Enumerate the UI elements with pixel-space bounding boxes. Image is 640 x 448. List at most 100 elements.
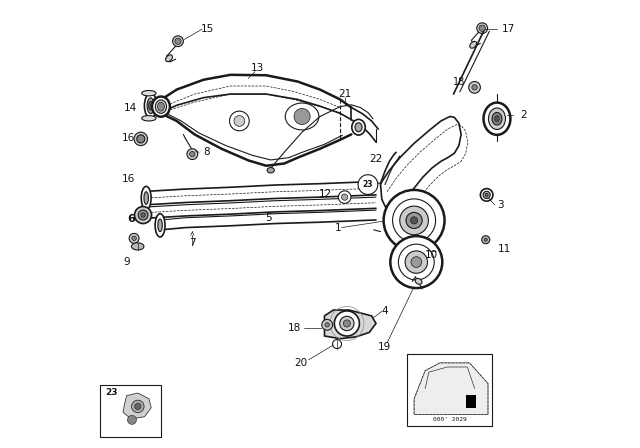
Bar	[407, 354, 493, 426]
Ellipse shape	[470, 41, 477, 48]
Ellipse shape	[267, 168, 275, 173]
Ellipse shape	[158, 219, 163, 232]
Text: 23: 23	[363, 180, 373, 189]
Circle shape	[325, 323, 330, 327]
Ellipse shape	[145, 93, 157, 118]
Ellipse shape	[131, 243, 144, 250]
Circle shape	[411, 257, 422, 267]
Ellipse shape	[132, 236, 136, 241]
Circle shape	[187, 149, 198, 159]
Ellipse shape	[483, 191, 490, 198]
Text: 14: 14	[124, 103, 137, 112]
Ellipse shape	[156, 100, 166, 113]
Circle shape	[343, 320, 351, 327]
Polygon shape	[324, 310, 376, 339]
Circle shape	[410, 217, 418, 224]
Text: 000' 2029: 000' 2029	[433, 417, 467, 422]
Circle shape	[358, 175, 378, 194]
Ellipse shape	[166, 55, 172, 62]
Ellipse shape	[481, 189, 493, 201]
Ellipse shape	[484, 103, 511, 135]
Circle shape	[398, 244, 435, 280]
Ellipse shape	[141, 186, 151, 210]
Text: 9: 9	[123, 257, 130, 267]
Ellipse shape	[134, 207, 152, 224]
Circle shape	[134, 403, 141, 409]
Bar	[100, 385, 161, 437]
Circle shape	[479, 25, 485, 31]
Text: 20: 20	[294, 358, 308, 368]
Ellipse shape	[144, 192, 148, 204]
Circle shape	[390, 236, 442, 288]
Text: 21: 21	[338, 89, 351, 99]
Circle shape	[294, 108, 310, 125]
Circle shape	[477, 23, 488, 34]
Circle shape	[340, 316, 354, 331]
Text: 18: 18	[453, 78, 466, 87]
Ellipse shape	[355, 123, 362, 132]
Text: 17: 17	[502, 24, 515, 34]
Circle shape	[234, 116, 244, 126]
Circle shape	[189, 151, 195, 157]
Circle shape	[383, 190, 445, 251]
Text: 15: 15	[200, 24, 214, 34]
Ellipse shape	[148, 101, 153, 110]
Polygon shape	[414, 363, 488, 414]
Circle shape	[392, 199, 436, 242]
Ellipse shape	[492, 112, 502, 125]
Circle shape	[334, 311, 360, 336]
Ellipse shape	[141, 90, 156, 96]
Circle shape	[400, 206, 428, 235]
Text: 13: 13	[251, 63, 264, 73]
Ellipse shape	[352, 120, 365, 135]
Ellipse shape	[415, 278, 422, 284]
Text: 7: 7	[189, 238, 196, 248]
Ellipse shape	[482, 236, 490, 244]
Text: 23: 23	[105, 388, 118, 397]
Circle shape	[339, 191, 351, 203]
Ellipse shape	[484, 238, 487, 241]
Text: 11: 11	[497, 244, 511, 254]
Bar	[466, 395, 476, 408]
Text: 8: 8	[204, 147, 210, 157]
Ellipse shape	[147, 98, 154, 114]
Ellipse shape	[485, 194, 488, 197]
Ellipse shape	[141, 213, 145, 217]
Ellipse shape	[138, 210, 148, 220]
Text: 6: 6	[127, 214, 135, 224]
Text: 3: 3	[497, 200, 504, 210]
Text: 12: 12	[319, 190, 333, 199]
Ellipse shape	[152, 97, 170, 117]
Ellipse shape	[472, 85, 477, 90]
Ellipse shape	[157, 102, 164, 111]
Ellipse shape	[141, 116, 156, 121]
Ellipse shape	[155, 214, 165, 237]
Text: 19: 19	[378, 342, 391, 352]
Polygon shape	[123, 393, 151, 419]
Ellipse shape	[495, 116, 499, 122]
Ellipse shape	[488, 108, 506, 129]
Circle shape	[230, 111, 249, 131]
Circle shape	[132, 400, 144, 413]
Circle shape	[406, 212, 422, 228]
Circle shape	[405, 251, 428, 273]
Ellipse shape	[285, 103, 319, 130]
Text: 10: 10	[424, 250, 438, 260]
Circle shape	[342, 194, 348, 200]
Text: 22: 22	[369, 155, 383, 164]
Text: 1: 1	[335, 223, 341, 233]
Text: 16: 16	[122, 133, 135, 143]
Text: 4: 4	[381, 306, 388, 316]
Ellipse shape	[129, 233, 139, 243]
Circle shape	[127, 415, 136, 424]
Circle shape	[322, 319, 333, 330]
Text: 16: 16	[122, 174, 135, 184]
Ellipse shape	[137, 135, 145, 143]
Ellipse shape	[134, 132, 148, 146]
Ellipse shape	[468, 82, 481, 93]
Text: 5: 5	[265, 213, 272, 223]
Text: 18: 18	[288, 323, 301, 333]
Text: 2: 2	[521, 110, 527, 120]
Circle shape	[175, 38, 181, 44]
Circle shape	[173, 36, 184, 47]
